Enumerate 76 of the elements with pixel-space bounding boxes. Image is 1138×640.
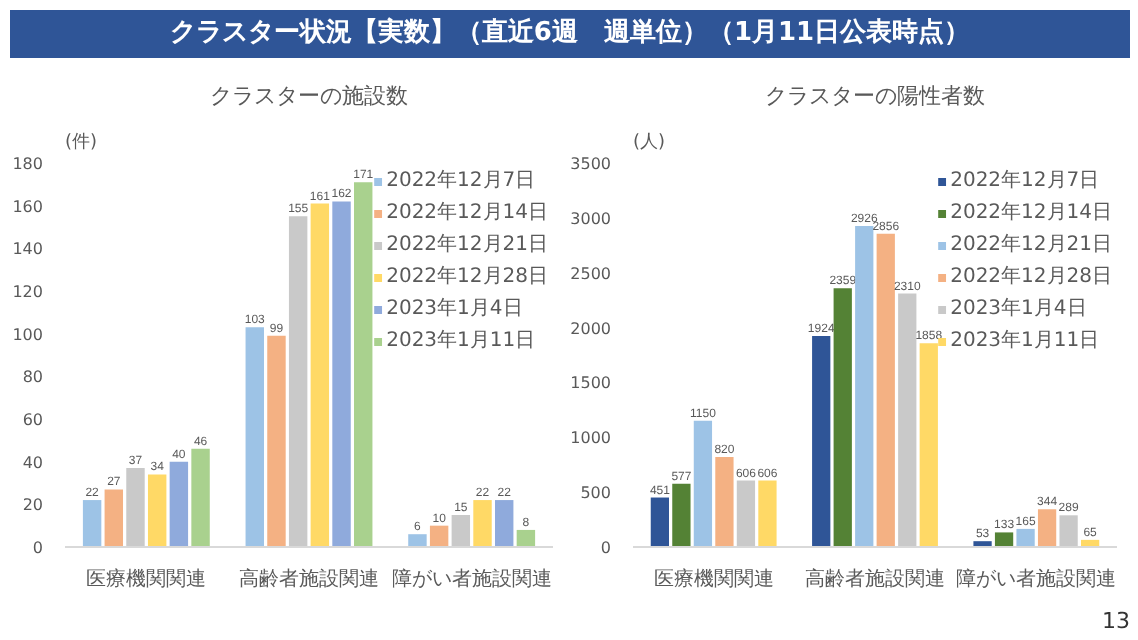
y-tick-label: 100 <box>12 325 44 344</box>
bar <box>516 529 536 547</box>
bar <box>1016 528 1035 547</box>
legend-label: 2023年1月11日 <box>386 328 536 354</box>
bar <box>898 293 917 547</box>
bar <box>494 500 514 547</box>
bar <box>310 203 330 547</box>
legend-label: 2022年12月14日 <box>386 200 548 226</box>
text: 13 <box>1102 606 1130 638</box>
bar <box>855 225 874 547</box>
x-tick-label: 障がい者施設関連 <box>391 567 552 591</box>
bar <box>1059 515 1078 547</box>
legend-label: 2023年1月4日 <box>386 296 523 322</box>
bar <box>736 480 756 547</box>
y-tick-label: 1500 <box>570 374 611 393</box>
bar <box>473 500 492 547</box>
y-tick-label: 80 <box>22 368 44 387</box>
bar <box>1037 509 1057 547</box>
x-tick-label: 高齢者施設関連 <box>239 567 379 591</box>
y-tick-label: 500 <box>580 484 612 503</box>
chart-title: クラスターの施設数 <box>210 83 408 109</box>
chart-title: クラスターの陽性者数 <box>765 83 985 109</box>
y-axis-title: (件) <box>65 131 98 153</box>
bar <box>104 489 124 547</box>
legend-label: 2022年12月21日 <box>950 232 1112 258</box>
bar <box>758 480 777 547</box>
y-tick-label: 2000 <box>570 319 611 338</box>
y-tick-label: 140 <box>12 240 44 259</box>
bar <box>812 335 831 547</box>
bar <box>693 420 713 547</box>
bar <box>451 515 471 547</box>
bar <box>973 541 992 547</box>
legend-label: 2022年12月7日 <box>950 168 1100 194</box>
legend-label: 2022年12月28日 <box>950 264 1112 290</box>
y-tick-label: 180 <box>12 155 44 173</box>
y-tick-label: 120 <box>12 283 44 301</box>
bar <box>169 461 189 547</box>
bar <box>650 497 670 547</box>
y-tick-label: 40 <box>22 453 44 472</box>
bar <box>833 288 852 547</box>
bar <box>408 534 427 547</box>
text: クラスター状況【実数】（直近6週 週単位）（1月11日公表時点） <box>169 15 971 52</box>
x-tick-label: 障がい者施設関連 <box>956 567 1117 591</box>
y-tick-label: 160 <box>12 197 44 216</box>
legend-label: 2022年12月14日 <box>950 200 1112 226</box>
y-tick-label: 3000 <box>570 209 611 228</box>
bar <box>876 233 895 547</box>
bar <box>245 327 264 547</box>
x-tick-label: 医療機関関連 <box>653 567 774 591</box>
bar <box>715 457 734 547</box>
y-axis-title: (人) <box>633 131 666 153</box>
bar <box>147 474 167 547</box>
legend-label: 2022年12月7日 <box>386 168 536 194</box>
x-tick-label: 高齢者施設関連 <box>805 567 945 591</box>
y-tick-label: 0 <box>32 539 44 557</box>
y-tick-label: 2500 <box>570 264 611 283</box>
x-tick-label: 医療機関関連 <box>86 567 207 591</box>
bar <box>191 448 210 547</box>
y-tick-label: 1000 <box>570 429 611 448</box>
legend-label: 2023年1月11日 <box>950 328 1100 354</box>
bar <box>332 201 351 547</box>
bar <box>919 343 938 547</box>
y-tick-label: 60 <box>22 411 44 429</box>
bar <box>288 216 308 547</box>
legend-label: 2022年12月28日 <box>386 264 548 290</box>
bar <box>82 500 102 547</box>
y-tick-label: 0 <box>600 539 612 557</box>
legend-label: 2023年1月4日 <box>950 296 1087 322</box>
legend-label: 2022年12月21日 <box>386 232 548 258</box>
bar <box>994 532 1014 547</box>
bar <box>126 468 145 547</box>
bar <box>672 483 691 547</box>
y-tick-label: 20 <box>22 496 44 515</box>
y-tick-label: 3500 <box>570 155 611 173</box>
bar <box>267 335 286 547</box>
bar <box>429 525 449 547</box>
